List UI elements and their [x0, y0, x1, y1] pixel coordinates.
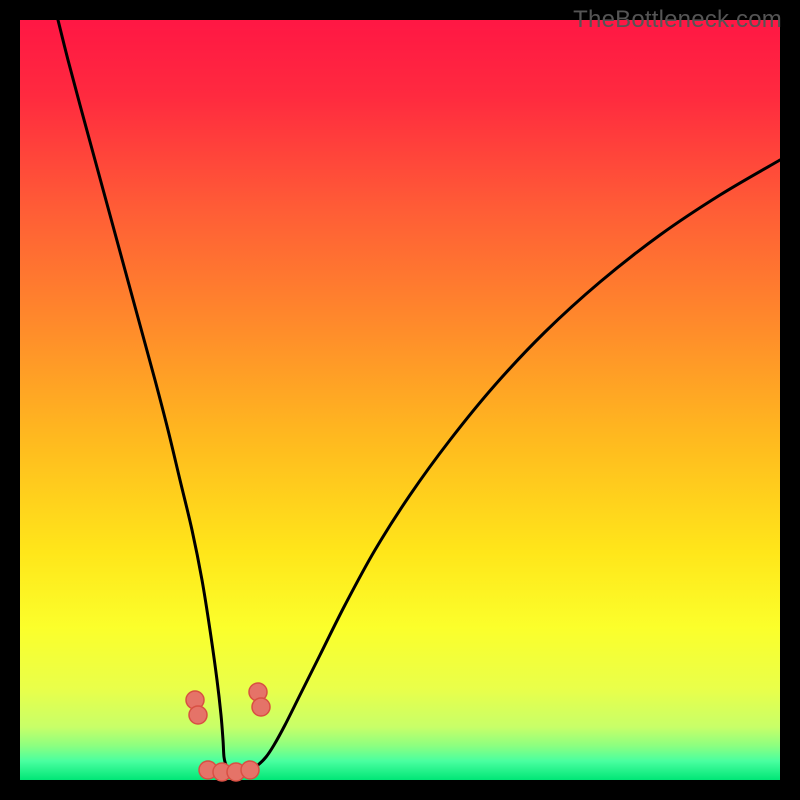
data-marker — [241, 761, 259, 779]
data-marker — [252, 698, 270, 716]
bottleneck-chart — [0, 0, 800, 800]
watermark-text: TheBottleneck.com — [573, 6, 782, 34]
plot-background — [20, 20, 780, 780]
chart-frame: TheBottleneck.com — [0, 0, 800, 800]
data-marker — [189, 706, 207, 724]
